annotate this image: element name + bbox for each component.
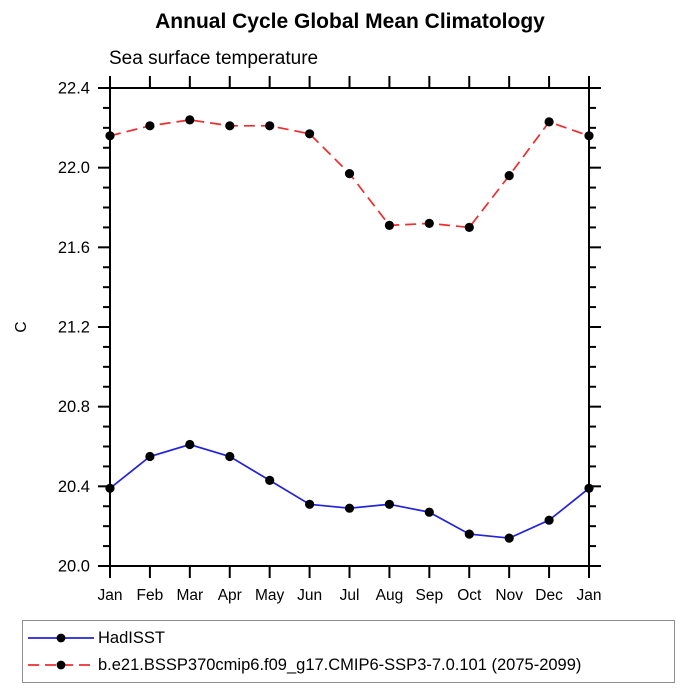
legend-box: HadISST b.e21.BSSP370cmip6.f09_g17.CMIP6-… — [22, 620, 675, 683]
x-tick-label: Jan — [577, 587, 602, 604]
plot-frame — [109, 87, 590, 567]
x-tick-label: Jul — [340, 587, 360, 604]
data-point-marker — [344, 169, 355, 179]
data-point-marker — [504, 171, 514, 181]
legend-item-1: b.e21.BSSP370cmip6.f09_g17.CMIP6-SSP3-7.… — [23, 652, 674, 679]
data-point-marker — [464, 529, 474, 539]
data-point-marker — [185, 115, 195, 125]
data-point-marker — [145, 451, 155, 462]
chart-title: Annual Cycle Global Mean Climatology — [155, 10, 545, 33]
data-point-marker — [105, 131, 115, 141]
data-point-marker — [145, 121, 155, 131]
chart-subtitle: Sea surface temperature — [109, 48, 319, 69]
legend-line-sample — [28, 660, 94, 670]
x-tick-label: Aug — [376, 587, 404, 604]
data-point-marker — [225, 451, 235, 462]
data-point-marker — [305, 499, 315, 509]
y-tick-label: 22.4 — [58, 80, 90, 98]
x-tick-label: Dec — [535, 587, 563, 604]
data-point-marker — [305, 129, 315, 139]
data-point-marker — [504, 533, 514, 543]
y-tick-label: 21.6 — [58, 239, 90, 257]
legend-line-sample — [28, 633, 94, 643]
x-tick-label: Jun — [297, 587, 322, 604]
data-point-marker — [185, 439, 195, 450]
data-point-marker — [384, 499, 394, 509]
data-point-marker — [265, 475, 275, 485]
y-tick-label: 21.2 — [58, 319, 90, 337]
y-tick-label: 20.0 — [58, 558, 90, 576]
data-point-marker — [424, 218, 434, 228]
series-line-0 — [109, 443, 590, 539]
y-tick-label: 20.4 — [58, 478, 90, 496]
x-tick-label: Apr — [218, 587, 242, 604]
legend-label: HadISST — [98, 628, 165, 647]
legend-label: b.e21.BSSP370cmip6.f09_g17.CMIP6-SSP3-7.… — [98, 655, 582, 674]
data-point-marker — [344, 503, 355, 513]
x-tick-label: Mar — [176, 587, 203, 604]
data-point-marker — [544, 117, 554, 127]
data-point-marker — [544, 515, 554, 525]
y-axis-title: C — [13, 321, 30, 332]
x-tick-label: Feb — [137, 587, 164, 604]
data-point-marker — [464, 222, 474, 232]
legend-item-0: HadISST — [23, 625, 674, 652]
x-tick-label: Jan — [98, 587, 123, 604]
data-point-marker — [384, 220, 394, 230]
x-tick-label: Oct — [457, 587, 482, 604]
y-tick-label: 20.8 — [58, 398, 90, 416]
plot-area: Jan Feb Mar Apr May Jun Jul Aug Sep Oct Nov Dec Jan 2… — [13, 76, 602, 604]
data-point-marker — [225, 121, 235, 131]
x-tick-label: Sep — [416, 587, 444, 604]
x-tick-label: Nov — [495, 587, 523, 604]
data-point-marker — [424, 507, 434, 517]
data-point-marker — [265, 121, 275, 131]
data-point-marker — [105, 483, 115, 493]
x-tick-label: May — [255, 587, 285, 604]
y-tick-label: 22.0 — [58, 159, 90, 177]
data-point-marker — [584, 131, 594, 141]
data-point-marker — [584, 483, 594, 493]
